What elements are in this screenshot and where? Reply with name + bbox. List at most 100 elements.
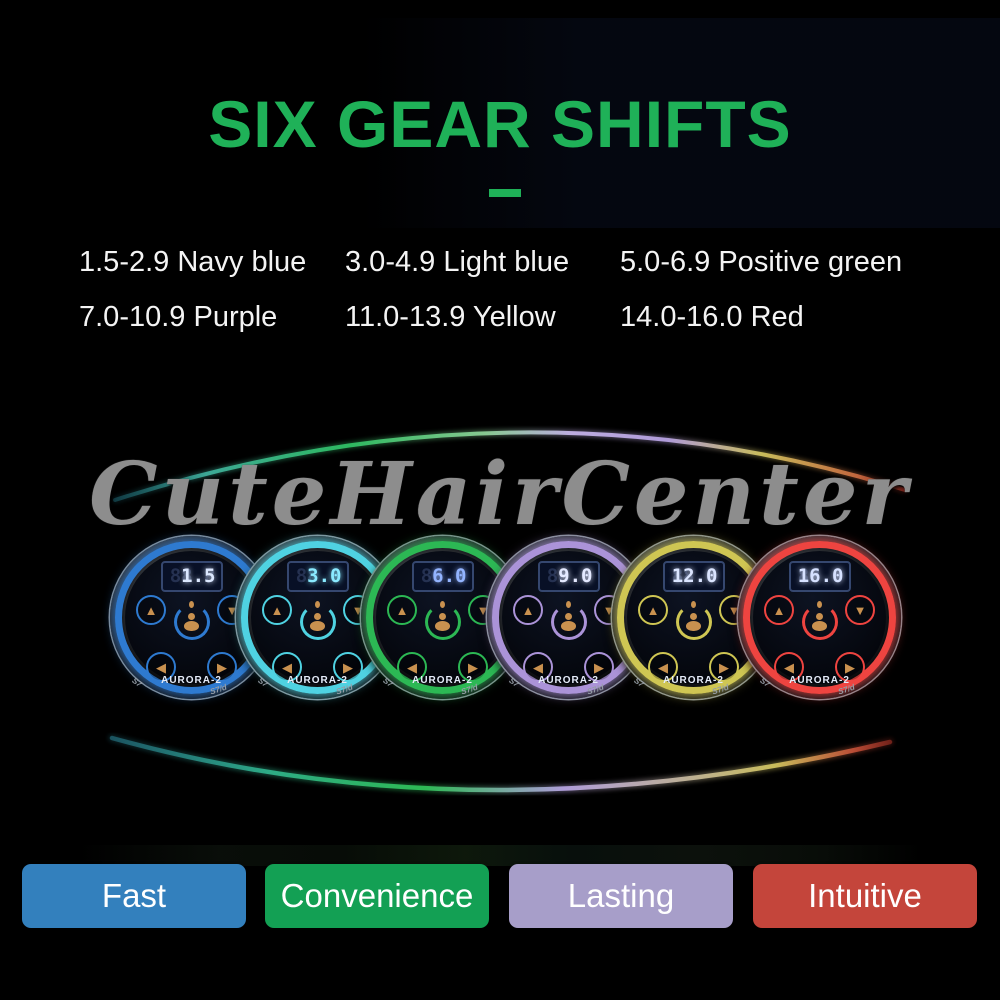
voltage-display: 88.8 9.0 [537, 561, 600, 592]
right-arrow-icon: ▶ [468, 659, 478, 675]
lcd-ghost-segments: 88.8 [420, 565, 467, 587]
gear-range-light-blue: 3.0-4.9 Light blue [345, 246, 570, 278]
up-arrow-icon: ▲ [395, 602, 409, 618]
up-arrow-button: ▲ [764, 595, 794, 625]
left-arrow-icon: ◀ [282, 659, 292, 675]
gear-range-yellow: 11.0-13.9 Yellow [345, 301, 556, 333]
device-brand-label: AURORA-2 [538, 675, 599, 686]
left-arrow-button: ◀ [774, 652, 804, 682]
feature-label: Fast [101, 877, 167, 914]
feature-badge-convenience: Convenience [265, 864, 489, 928]
feature-badge-intuitive: Intuitive [753, 864, 977, 928]
down-arrow-icon: ▼ [853, 602, 867, 618]
device-brand-label: AURORA-2 [287, 675, 348, 686]
power-icon [550, 601, 587, 640]
power-icon [299, 601, 336, 640]
voltage-value: 16.0 [797, 565, 844, 587]
up-arrow-button: ▲ [387, 595, 417, 625]
right-arrow-button: ▶ [207, 652, 237, 682]
left-arrow-button: ◀ [523, 652, 553, 682]
device-face: 88.8 16.0 ▲ ▼ ◀ ▶ AURORA-2 [753, 551, 886, 686]
device-brand-label: AURORA-2 [412, 675, 473, 686]
left-arrow-button: ◀ [648, 652, 678, 682]
voltage-display: 88.8 1.5 [160, 561, 223, 592]
right-arrow-button: ▶ [835, 652, 865, 682]
voltage-display: 88.8 12.0 [662, 561, 725, 592]
feature-badge-lasting: Lasting [509, 864, 733, 928]
aurora2-device-purple: 88.8 9.0 ▲ ▼ ◀ ▶ AURORA-2 S7 S7/d [487, 536, 650, 699]
power-icon [173, 601, 210, 640]
down-arrow-icon: ▼ [727, 602, 741, 618]
watermark-text: CuteHairCenter [89, 444, 911, 545]
aurora2-device-yellow: 88.8 12.0 ▲ ▼ ◀ ▶ AURORA-2 S7 S7/d [612, 536, 775, 699]
voltage-value: 3.0 [307, 565, 342, 587]
voltage-value: 9.0 [558, 565, 593, 587]
right-arrow-icon: ▶ [594, 659, 604, 675]
left-arrow-icon: ◀ [156, 659, 166, 675]
left-arrow-icon: ◀ [407, 659, 417, 675]
gear-range-navy-blue: 1.5-2.9 Navy blue [79, 246, 307, 278]
left-arrow-icon: ◀ [658, 659, 668, 675]
page-title: SIX GEAR SHIFTS [208, 87, 792, 161]
lcd-ghost-segments: 88.8 [797, 565, 844, 587]
right-arrow-icon: ▶ [845, 659, 855, 675]
left-arrow-button: ◀ [146, 652, 176, 682]
right-arrow-button: ▶ [584, 652, 614, 682]
device-face: 88.8 6.0 ▲ ▼ ◀ ▶ AURORA-2 [376, 551, 509, 686]
right-arrow-button: ▶ [458, 652, 488, 682]
lcd-ghost-segments: 88.8 [169, 565, 216, 587]
device-brand-label: AURORA-2 [663, 675, 724, 686]
left-arrow-button: ◀ [272, 652, 302, 682]
voltage-value: 12.0 [671, 565, 718, 587]
device-brand-label: AURORA-2 [161, 675, 222, 686]
device-brand-label: AURORA-2 [789, 675, 850, 686]
voltage-value: 1.5 [181, 565, 216, 587]
power-icon [424, 601, 461, 640]
device-face: 88.8 12.0 ▲ ▼ ◀ ▶ AURORA-2 [627, 551, 760, 686]
power-icon [801, 601, 838, 640]
up-arrow-button: ▲ [262, 595, 292, 625]
gear-range-positive-green: 5.0-6.9 Positive green [620, 246, 903, 278]
aurora2-device-navy: 88.8 1.5 ▲ ▼ ◀ ▶ AURORA-2 S7 S7/d [110, 536, 273, 699]
left-arrow-icon: ◀ [784, 659, 794, 675]
right-arrow-button: ▶ [709, 652, 739, 682]
right-arrow-icon: ▶ [343, 659, 353, 675]
aurora2-device-red: 88.8 16.0 ▲ ▼ ◀ ▶ AURORA-2 S7 S7/d [738, 536, 901, 699]
down-arrow-button: ▼ [845, 595, 875, 625]
up-arrow-button: ▲ [638, 595, 668, 625]
voltage-display: 88.8 16.0 [788, 561, 851, 592]
left-arrow-icon: ◀ [533, 659, 543, 675]
down-arrow-icon: ▼ [225, 602, 239, 618]
up-arrow-button: ▲ [513, 595, 543, 625]
faint-product-strip [60, 845, 940, 866]
gear-range-purple: 7.0-10.9 Purple [79, 301, 278, 333]
lcd-ghost-segments: 88.8 [671, 565, 718, 587]
right-arrow-button: ▶ [333, 652, 363, 682]
feature-label: Lasting [567, 877, 675, 914]
down-arrow-icon: ▼ [476, 602, 490, 618]
left-arrow-button: ◀ [397, 652, 427, 682]
title-underline-dash [489, 189, 521, 197]
feature-badge-fast: Fast [22, 864, 246, 928]
up-arrow-icon: ▲ [144, 602, 158, 618]
up-arrow-icon: ▲ [270, 602, 284, 618]
device-face: 88.8 9.0 ▲ ▼ ◀ ▶ AURORA-2 [502, 551, 635, 686]
up-arrow-button: ▲ [136, 595, 166, 625]
up-arrow-icon: ▲ [772, 602, 786, 618]
voltage-display: 88.8 6.0 [411, 561, 474, 592]
up-arrow-icon: ▲ [521, 602, 535, 618]
led-ring [743, 541, 896, 694]
voltage-display: 88.8 3.0 [286, 561, 349, 592]
background-tint [360, 18, 1000, 228]
right-arrow-icon: ▶ [719, 659, 729, 675]
lcd-ghost-segments: 88.8 [295, 565, 342, 587]
aurora2-device-green: 88.8 6.0 ▲ ▼ ◀ ▶ AURORA-2 S7 S7/d [361, 536, 524, 699]
aurora2-device-lightblue: 88.8 3.0 ▲ ▼ ◀ ▶ AURORA-2 S7 S7/d [236, 536, 399, 699]
feature-label: Intuitive [808, 877, 922, 914]
up-arrow-icon: ▲ [646, 602, 660, 618]
lcd-ghost-segments: 88.8 [546, 565, 593, 587]
gear-range-red: 14.0-16.0 Red [620, 301, 804, 333]
voltage-value: 6.0 [432, 565, 467, 587]
power-icon [675, 601, 712, 640]
